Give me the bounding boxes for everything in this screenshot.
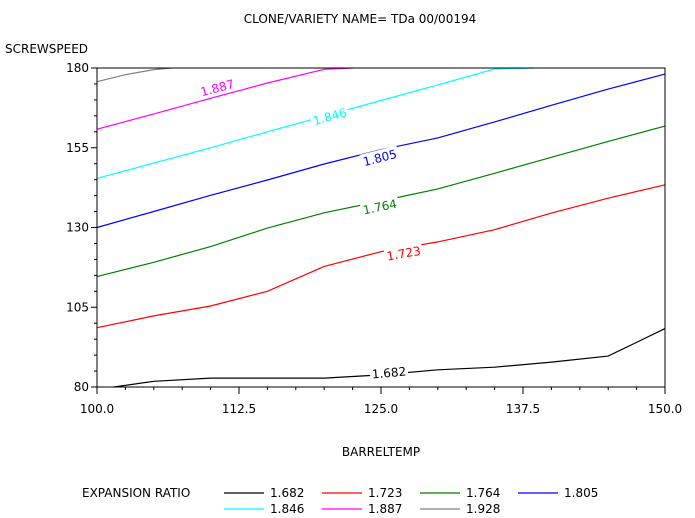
contour-label-bg bbox=[196, 75, 238, 100]
legend-item-1-723: 1.723 bbox=[322, 486, 402, 500]
contour-label-1-723: 1.723 bbox=[386, 244, 422, 264]
legend-label-1-846: 1.846 bbox=[270, 502, 304, 516]
contour-label-1-764: 1.764 bbox=[362, 197, 398, 218]
x-tick-label-150: 150.0 bbox=[648, 402, 682, 416]
y-axis-label: SCREWSPEED bbox=[5, 42, 88, 56]
contour-label-group-1-723: 1.723 bbox=[383, 242, 424, 264]
contour-label-bg bbox=[359, 195, 400, 218]
legend: EXPANSION RATIO 1.682 1.723 1.764 1.805 1.84… bbox=[82, 486, 598, 516]
x-axis: 100.0 112.5 125.0 137.5 150.0 bbox=[80, 387, 682, 416]
legend-title: EXPANSION RATIO bbox=[82, 486, 190, 500]
legend-label-1-764: 1.764 bbox=[466, 486, 500, 500]
legend-label-1-887: 1.887 bbox=[368, 502, 402, 516]
x-tick-label-125: 125.0 bbox=[364, 402, 398, 416]
legend-label-1-928: 1.928 bbox=[466, 502, 500, 516]
legend-label-1-682: 1.682 bbox=[270, 486, 304, 500]
contour-label-bg bbox=[309, 104, 351, 129]
y-tick-label-155: 155 bbox=[66, 141, 89, 155]
y-tick-label-80: 80 bbox=[74, 380, 89, 394]
contour-label-1-682: 1.682 bbox=[371, 365, 406, 382]
legend-label-1-723: 1.723 bbox=[368, 486, 402, 500]
plot-frame bbox=[96, 67, 666, 388]
contour-label-1-846: 1.846 bbox=[311, 105, 348, 128]
contour-line-1-928 bbox=[96, 67, 173, 83]
x-axis-label: BARRELTEMP bbox=[342, 445, 420, 459]
x-tick-label-137-5: 137.5 bbox=[506, 402, 540, 416]
y-tick-label-130: 130 bbox=[66, 221, 89, 235]
y-tick-label-105: 105 bbox=[66, 300, 89, 314]
x-tick-label-112-5: 112.5 bbox=[222, 402, 256, 416]
legend-item-1-764: 1.764 bbox=[420, 486, 500, 500]
legend-item-1-887: 1.887 bbox=[322, 502, 402, 516]
legend-item-1-846: 1.846 bbox=[224, 502, 304, 516]
contour-label-group-1-846: 1.846 bbox=[309, 104, 351, 129]
contour-label-group-1-805: 1.805 bbox=[359, 145, 401, 170]
contour-label-bg bbox=[359, 145, 401, 170]
contour-line-1-723 bbox=[96, 184, 666, 329]
legend-item-1-928: 1.928 bbox=[420, 502, 500, 516]
y-tick-label-180: 180 bbox=[66, 61, 89, 75]
legend-item-1-805: 1.805 bbox=[518, 486, 598, 500]
contour-label-1-805: 1.805 bbox=[362, 147, 399, 169]
contour-label-bg bbox=[383, 242, 424, 264]
contour-label-group-1-682: 1.682 bbox=[369, 363, 409, 382]
contour-line-1-887 bbox=[96, 67, 353, 130]
contour-lines bbox=[96, 67, 666, 388]
contour-label-bg bbox=[369, 363, 409, 382]
contour-label-group-1-764: 1.764 bbox=[359, 195, 400, 218]
y-axis: 80 105 130 155 180 bbox=[66, 61, 97, 394]
legend-label-1-805: 1.805 bbox=[564, 486, 598, 500]
x-tick-label-100: 100.0 bbox=[80, 402, 114, 416]
legend-item-1-682: 1.682 bbox=[224, 486, 304, 500]
chart-title: CLONE/VARIETY NAME= TDa 00/00194 bbox=[244, 12, 476, 26]
